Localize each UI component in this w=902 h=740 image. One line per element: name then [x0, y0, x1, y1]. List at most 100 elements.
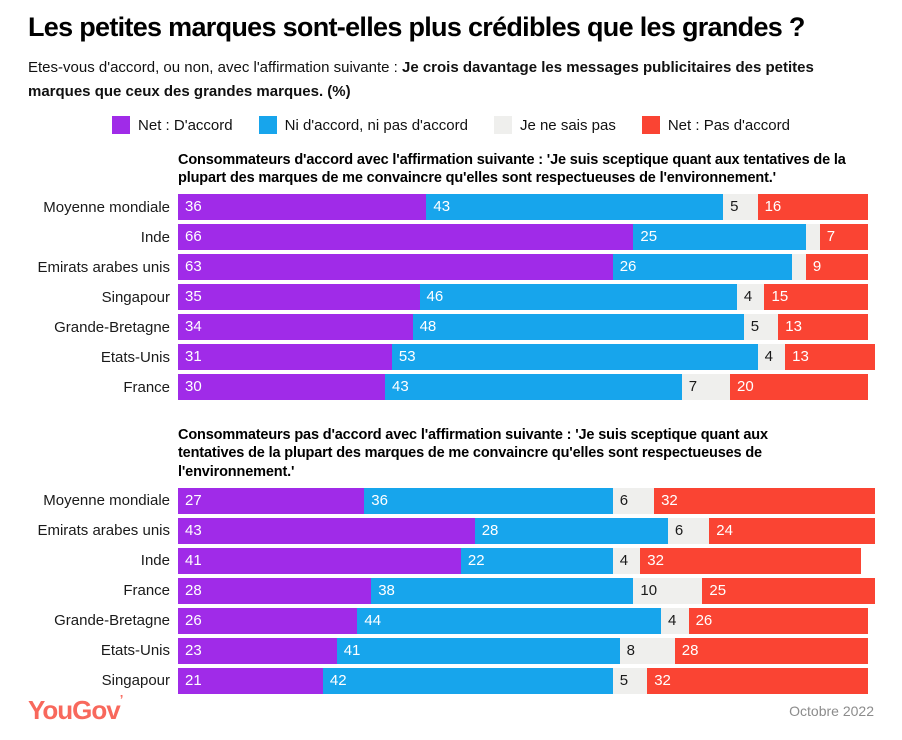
row-label: Moyenne mondiale	[43, 492, 170, 510]
yougov-logo: YouGov’	[28, 692, 124, 726]
stacked-bar: 34 48 5 13	[178, 314, 868, 341]
row-label: Etats-Unis	[100, 348, 170, 366]
legend-item: Net : D'accord	[112, 116, 233, 134]
bar-segment: 43	[385, 374, 682, 401]
stacked-bar: 30 43 7 20	[178, 374, 868, 401]
bar-segment: 5	[723, 194, 758, 221]
legend-swatch-icon	[258, 116, 277, 134]
bar-segment: 6	[612, 487, 655, 514]
stacked-bar: 66 25 7	[178, 224, 868, 251]
bar-segment: 32	[654, 487, 875, 514]
bar-segment: 5	[612, 667, 648, 694]
bar-segment: 28	[674, 637, 868, 664]
row-label: Grande-Bretagne	[54, 612, 170, 630]
bar-row: Singapour 21 42 5 32	[28, 667, 874, 694]
legend-item: Net : Pas d'accord	[641, 116, 790, 134]
chart-disagree: Consommateurs pas d'accord avec l'affirm…	[28, 426, 875, 694]
subtitle-statement: Je crois davantage les messages publicit…	[28, 59, 814, 100]
stacked-bar: 31 53 4 13	[178, 344, 875, 371]
row-label: Singapour	[101, 672, 170, 690]
row-label: Grande-Bretagne	[54, 318, 170, 336]
chart-disagree-rows: Moyenne mondiale 27 36 6 32 Emirats arabes un…	[28, 487, 875, 694]
bar-segment: 5	[743, 314, 779, 341]
stacked-bar: 36 43 5 16	[178, 194, 868, 221]
bar-segment: 20	[729, 374, 868, 401]
bar-row: Emirats arabes unis 43 28 6 24	[28, 517, 875, 544]
bar-segment: 36	[178, 194, 427, 221]
bar-segment: 6	[667, 517, 710, 544]
stacked-bar: 63 26 9	[178, 254, 868, 281]
bar-segment: 31	[178, 344, 392, 371]
stacked-bar: 35 46 4 15	[178, 284, 868, 311]
bar-row: Singapour 35 46 4 15	[28, 284, 874, 311]
bar-row: Etats-Unis 23 41 8 28	[28, 637, 874, 664]
bar-row: Inde 66 25 7	[28, 224, 874, 251]
legend-label: Ni d'accord, ni pas d'accord	[284, 116, 468, 134]
subtitle-question: Etes-vous d'accord, ou non, avec l'affir…	[28, 59, 402, 76]
bar-row: Moyenne mondiale 27 36 6 32	[28, 487, 875, 514]
bar-segment: 28	[178, 577, 372, 604]
stacked-bar: 28 38 10 25	[178, 577, 875, 604]
bar-segment: 24	[709, 517, 875, 544]
bar-segment: 43	[426, 194, 724, 221]
stacked-bar: 23 41 8 28	[178, 637, 868, 664]
legend-label: Net : D'accord	[138, 116, 233, 134]
bar-segment: 4	[736, 284, 765, 311]
bar-row: France 30 43 7 20	[28, 374, 874, 401]
bar-segment: 26	[178, 607, 358, 634]
bar-segment: 10	[633, 577, 703, 604]
legend-swatch-icon	[112, 116, 131, 134]
bar-row: Emirats arabes unis 63 26 9	[28, 254, 874, 281]
legend-item: Ni d'accord, ni pas d'accord	[258, 116, 468, 134]
bar-segment	[805, 224, 820, 251]
bar-segment: 30	[178, 374, 385, 401]
bar-segment: 7	[681, 374, 730, 401]
bar-segment: 48	[412, 314, 744, 341]
bar-segment: 25	[633, 224, 806, 251]
row-label: France	[123, 582, 170, 600]
bar-segment: 13	[785, 344, 875, 371]
chart-agree-rows: Moyenne mondiale 36 43 5 16 Inde 66 25 7 Emirats …	[28, 194, 875, 401]
bar-segment: 35	[178, 284, 420, 311]
bar-segment: 9	[805, 254, 868, 281]
chart-disagree-title: Consommateurs pas d'accord avec l'affirm…	[178, 427, 768, 480]
yougov-logo-apostrophe: ’	[119, 692, 124, 707]
legend-label: Net : Pas d'accord	[667, 116, 790, 134]
legend-swatch-icon	[493, 116, 512, 134]
bar-segment: 4	[757, 344, 786, 371]
bar-segment: 8	[619, 637, 675, 664]
bar-segment: 41	[336, 637, 620, 664]
bar-segment: 36	[364, 487, 613, 514]
bar-segment: 7	[819, 224, 868, 251]
legend-item: Je ne sais pas	[493, 116, 616, 134]
bar-segment: 63	[178, 254, 613, 281]
page-title: Les petites marques sont-elles plus créd…	[28, 12, 805, 42]
bar-segment: 4	[660, 607, 689, 634]
legend-swatch-icon	[641, 116, 660, 134]
bar-segment: 23	[178, 637, 337, 664]
bar-segment: 16	[757, 194, 868, 221]
bar-segment: 34	[178, 314, 413, 341]
row-label: France	[123, 378, 170, 396]
yougov-logo-text: YouGov	[28, 695, 121, 725]
row-label: Etats-Unis	[100, 642, 170, 660]
bar-segment: 15	[764, 284, 868, 311]
bar-segment: 66	[178, 224, 634, 251]
chart-agree: Consommateurs d'accord avec l'affirmatio…	[28, 151, 875, 401]
bar-segment: 27	[178, 487, 365, 514]
row-label: Inde	[140, 552, 170, 570]
bar-row: Grande-Bretagne 34 48 5 13	[28, 314, 874, 341]
bar-segment: 28	[474, 517, 668, 544]
bar-segment	[792, 254, 806, 281]
legend: Net : D'accord Ni d'accord, ni pas d'acco…	[28, 116, 874, 134]
row-label: Moyenne mondiale	[43, 198, 170, 216]
bar-segment: 41	[178, 547, 461, 574]
bar-segment: 32	[640, 547, 862, 574]
bar-segment: 13	[778, 314, 868, 341]
stacked-bar: 43 28 6 24	[178, 517, 875, 544]
bar-row: Inde 41 22 4 32	[28, 547, 874, 574]
bar-segment: 38	[371, 577, 634, 604]
stacked-bar: 26 44 4 26	[178, 607, 868, 634]
page-subtitle: Etes-vous d'accord, ou non, avec l'affir…	[28, 56, 880, 104]
